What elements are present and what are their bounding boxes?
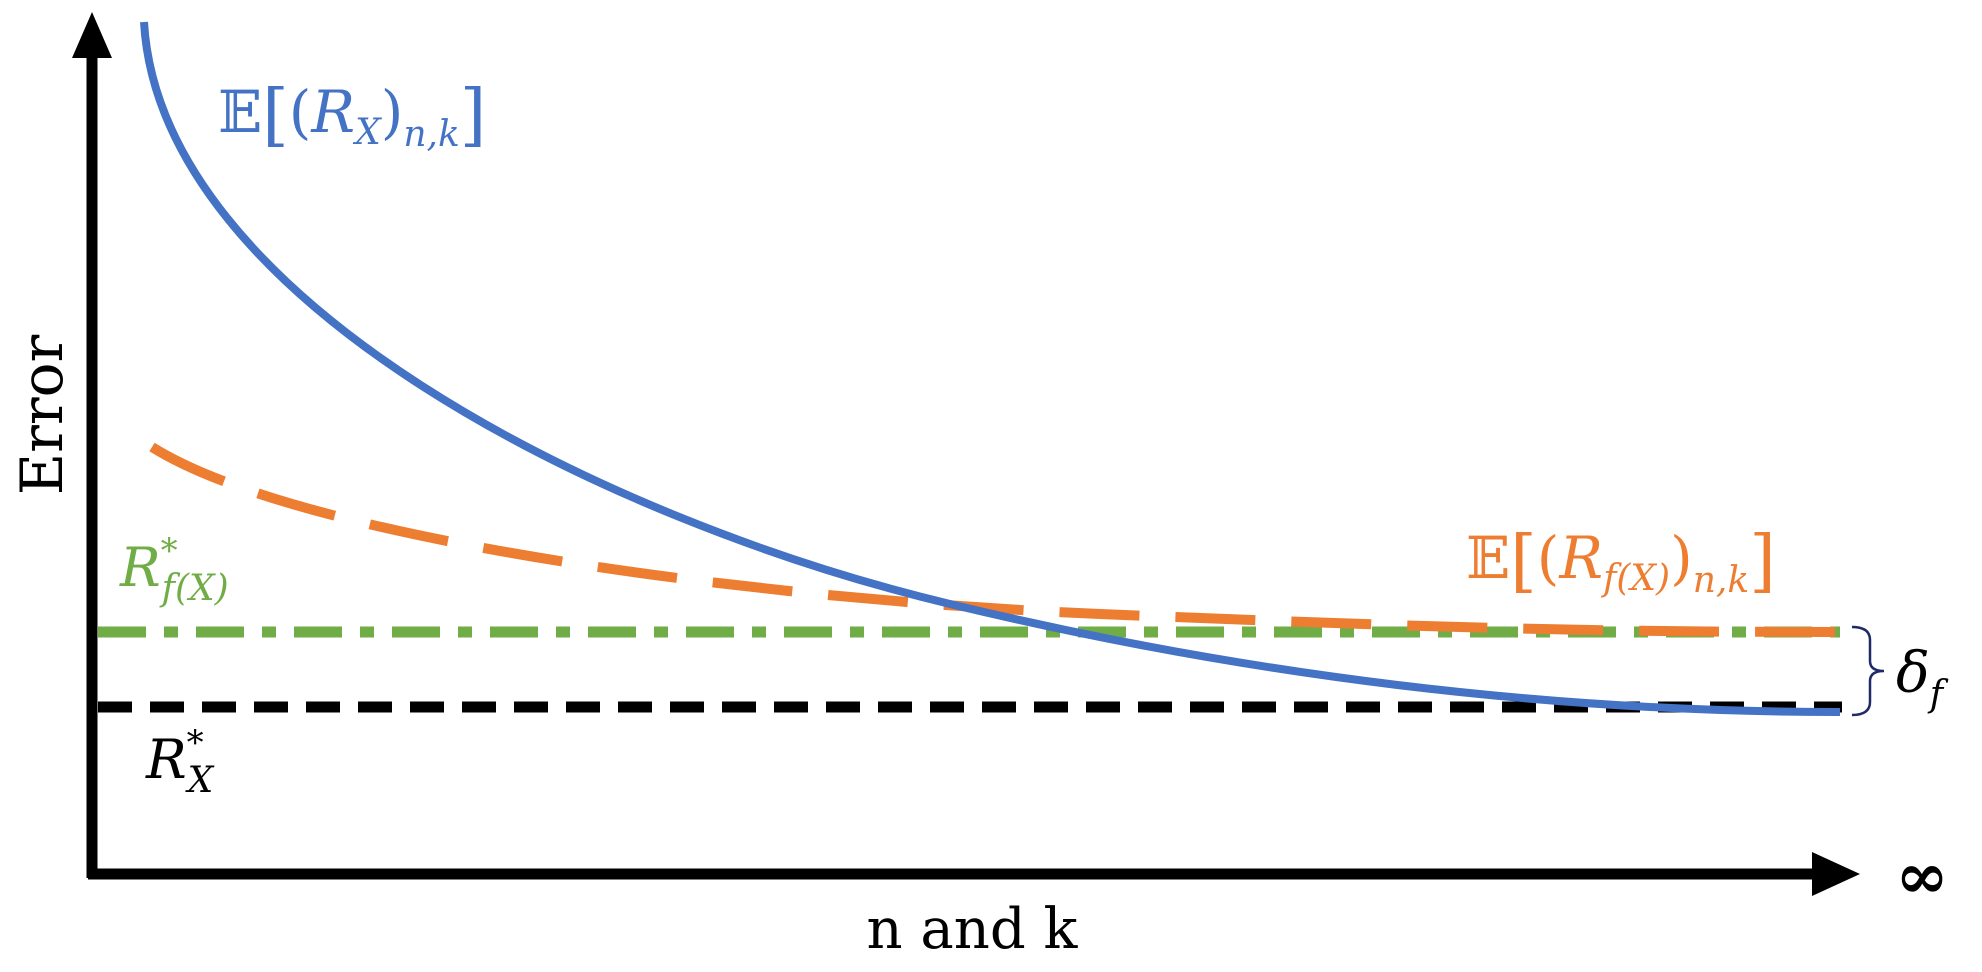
rfx-expected-outer-sub: n,k	[1693, 560, 1749, 601]
rfx-expected-label: 𝔼[(Rf(X))n,k]	[1466, 522, 1776, 601]
rfx-expected-curve	[149, 442, 1841, 637]
rfx-expected-close-bracket: ]	[1749, 522, 1776, 601]
gap-delta-symbol: δ	[1896, 641, 1930, 706]
rfx-star-sup: *	[161, 531, 178, 571]
rx-expected-close-paren: )	[381, 78, 404, 146]
rx-expected-open-paren: (	[289, 78, 312, 146]
rfx-star-var: R	[119, 536, 161, 599]
gap-delta-label: δf	[1896, 641, 1949, 715]
rx-expected-var-sub: X	[352, 112, 382, 153]
rx-expected-var: R	[310, 78, 355, 146]
rx-expected-close-bracket: ]	[460, 76, 487, 155]
rx-star-label: R* X	[145, 723, 215, 801]
rx-star-sub: X	[185, 760, 215, 801]
axes	[72, 12, 1860, 896]
rfx-star-label: R* f(X)	[119, 531, 229, 609]
y-axis-arrowhead	[72, 12, 112, 58]
rfx-expected-open-bracket: [	[1510, 522, 1537, 601]
x-axis-arrowhead	[1812, 852, 1860, 896]
rx-expected-bb: 𝔼	[218, 78, 262, 146]
rfx-expected-bb: 𝔼	[1466, 524, 1510, 592]
rfx-star-sub: f(X)	[159, 568, 229, 609]
rx-expected-outer-sub: n,k	[403, 114, 459, 155]
rx-star-var: R	[145, 728, 187, 791]
rfx-expected-open-paren: (	[1537, 524, 1560, 592]
rx-expected-curve	[140, 21, 1841, 716]
x-axis-label: n and k	[867, 897, 1079, 962]
rx-expected-label: 𝔼[(RX)n,k]	[218, 76, 486, 155]
y-axis-label: Error	[8, 335, 76, 496]
rx-star-sup: *	[187, 723, 204, 763]
gap-brace	[1851, 625, 1885, 717]
rfx-expected-var: R	[1558, 524, 1603, 592]
rfx-expected-var-sub: f(X)	[1600, 558, 1670, 599]
gap-delta-sub: f	[1927, 674, 1949, 715]
rx-expected-open-bracket: [	[262, 76, 289, 155]
infinity-label: ∞	[1895, 839, 1948, 914]
rfx-expected-close-paren: )	[1670, 524, 1693, 592]
